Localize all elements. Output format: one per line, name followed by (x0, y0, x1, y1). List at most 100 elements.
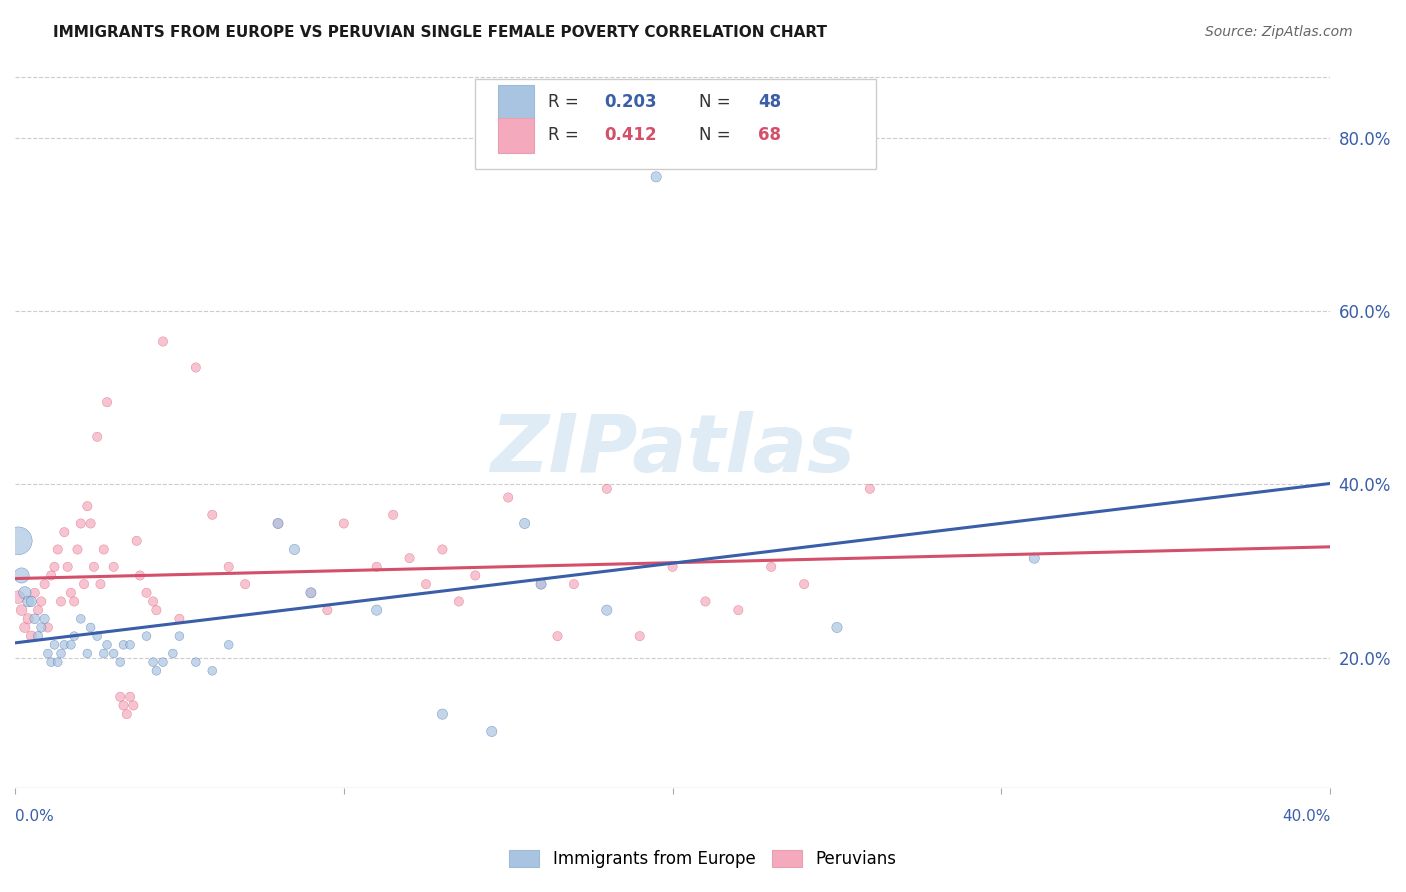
Bar (498, 85, 534, 120)
Point (69, 612, 91, 626)
Point (103, 647, 125, 661)
Point (661, 559, 683, 574)
Point (37, 620, 59, 634)
Point (547, 629, 569, 643)
Point (46, 542, 69, 557)
Point (27, 629, 49, 643)
Point (464, 568, 486, 582)
Point (96, 638, 118, 652)
Point (44, 638, 66, 652)
Point (267, 516, 290, 531)
Point (115, 707, 138, 722)
Point (59, 638, 82, 652)
Text: 68: 68 (758, 127, 782, 145)
Point (110, 655, 132, 669)
Point (10, 568, 32, 582)
Point (73, 577, 96, 591)
Point (17, 612, 39, 626)
Point (513, 516, 536, 531)
Point (39, 655, 62, 669)
Point (49, 594, 72, 608)
Point (299, 586, 322, 600)
Point (14, 586, 37, 600)
Point (96, 395, 118, 409)
Point (162, 647, 184, 661)
Point (79, 620, 101, 634)
FancyBboxPatch shape (475, 79, 876, 169)
Point (447, 594, 470, 608)
Point (233, 577, 256, 591)
Point (125, 533, 148, 548)
Point (112, 638, 135, 652)
Point (63, 594, 86, 608)
Point (69, 516, 91, 531)
Point (135, 629, 157, 643)
Text: R =: R = (548, 127, 583, 145)
Point (316, 603, 339, 617)
Point (152, 655, 174, 669)
Text: N =: N = (699, 94, 735, 112)
Point (20, 594, 42, 608)
Point (761, 559, 783, 574)
Point (79, 516, 101, 531)
Point (120, 638, 142, 652)
Point (135, 586, 157, 600)
Point (110, 690, 132, 704)
Point (1024, 551, 1046, 566)
Text: 0.203: 0.203 (605, 94, 657, 112)
Point (382, 508, 405, 522)
Point (695, 594, 717, 608)
Bar (498, 118, 534, 153)
Point (37, 647, 59, 661)
Point (122, 698, 145, 713)
Point (267, 516, 290, 531)
Point (76, 647, 98, 661)
Point (218, 559, 240, 574)
Point (17, 594, 39, 608)
Point (86, 629, 108, 643)
Point (299, 586, 322, 600)
Point (112, 698, 135, 713)
Point (145, 603, 167, 617)
Text: N =: N = (699, 127, 735, 145)
Text: 48: 48 (758, 94, 782, 112)
Point (53, 638, 76, 652)
Point (93, 542, 115, 557)
Point (44, 559, 66, 574)
Point (366, 603, 388, 617)
Point (201, 508, 224, 522)
Point (628, 629, 651, 643)
Point (34, 577, 56, 591)
Point (496, 491, 519, 505)
Point (859, 482, 882, 496)
Point (142, 594, 165, 608)
Point (39, 568, 62, 582)
Text: Source: ZipAtlas.com: Source: ZipAtlas.com (1205, 25, 1353, 39)
Point (120, 690, 142, 704)
Point (169, 629, 191, 643)
Point (184, 655, 207, 669)
Point (793, 577, 815, 591)
Point (59, 586, 82, 600)
Text: 0.412: 0.412 (605, 127, 657, 145)
Point (562, 577, 585, 591)
Point (825, 620, 848, 634)
Point (34, 612, 56, 626)
Point (596, 603, 619, 617)
Point (432, 707, 454, 722)
Point (283, 542, 305, 557)
Point (66, 542, 89, 557)
Point (76, 499, 98, 513)
Point (366, 559, 388, 574)
Point (184, 360, 207, 375)
Point (49, 647, 72, 661)
Point (10, 603, 32, 617)
Text: IMMIGRANTS FROM EUROPE VS PERUVIAN SINGLE FEMALE POVERTY CORRELATION CHART: IMMIGRANTS FROM EUROPE VS PERUVIAN SINGL… (53, 25, 827, 40)
Point (415, 577, 437, 591)
Point (14, 620, 37, 634)
Point (530, 577, 553, 591)
Point (53, 525, 76, 540)
Point (333, 516, 356, 531)
Point (432, 542, 454, 557)
Point (63, 629, 86, 643)
